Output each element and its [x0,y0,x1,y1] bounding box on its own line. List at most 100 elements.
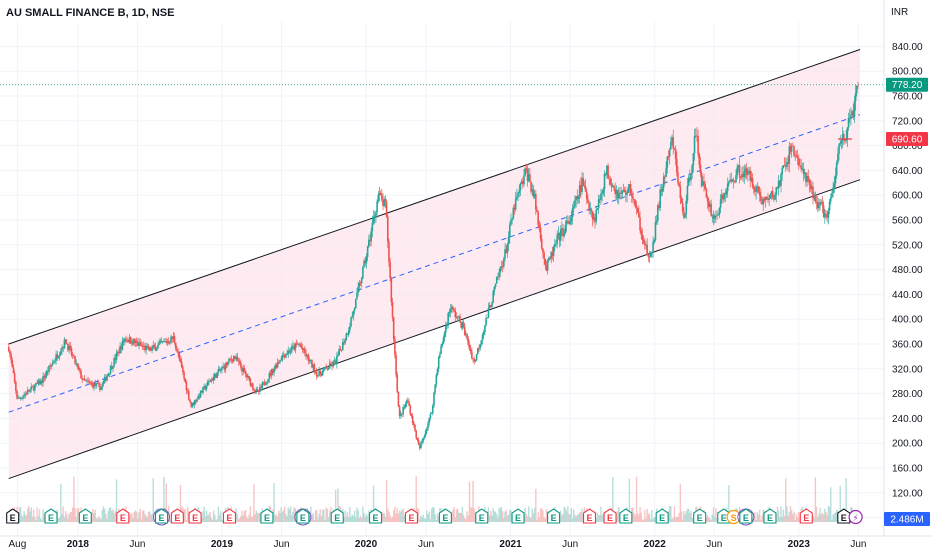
candle-body [302,348,305,350]
candle-body [352,310,355,317]
candle-body [715,215,717,217]
volume-bar [237,519,240,522]
candle-body [782,165,785,169]
candle-body [546,260,549,271]
candle-body [280,359,282,361]
candle-body [468,344,471,350]
volume-bar [581,508,583,522]
event-label: E [697,513,703,523]
candle-body [807,176,810,180]
candle-body [771,191,774,198]
candle-body [64,339,67,344]
candle-body [802,168,805,175]
volume-bar [678,513,680,522]
candle-body [831,193,833,198]
candle-body [553,244,556,247]
candle-body [484,325,486,333]
candle-body [716,215,718,217]
candle-body [404,404,407,407]
volume-bar [651,510,653,522]
candle-body [512,207,515,219]
volume-bar [539,508,542,522]
candle-body [9,350,11,355]
event-marker-up [763,508,777,524]
candle-body [416,437,419,440]
candle-body [7,347,10,351]
candle-body [238,361,241,363]
candle-body [458,316,460,318]
candle-body [680,198,683,204]
candle-body [76,363,79,366]
event-marker-flash [848,509,863,525]
volume-bar [467,515,470,522]
candle-body [479,343,481,349]
candle-body [301,347,304,350]
volume-bar [256,512,259,522]
candle-body [38,380,41,385]
volume-bar [401,510,403,522]
candle-body [707,201,710,208]
volume-bar [352,515,355,522]
volume-bar [205,510,208,522]
candle-body [305,353,307,357]
candle-body [197,395,200,400]
candle-body [50,365,53,367]
volume-bar [713,516,716,522]
volume-bar [107,511,109,522]
candle-body [735,175,737,183]
volume-tag-bg [884,512,930,526]
event-marker-up [717,508,731,524]
y-tick-label: 160.00 [892,464,923,475]
candle-body [649,253,652,257]
volume-bar [128,515,131,522]
candle-body [842,134,845,141]
candle-body [266,381,268,384]
event-marker-down [116,508,130,524]
candle-body [375,212,377,216]
volume-bar [821,512,824,522]
volume-bar [541,508,543,522]
volume-bar [452,509,454,522]
candle-body [538,224,541,228]
candle-body [249,378,252,386]
candle-body [31,386,34,388]
volume-bar [185,519,188,522]
candle-body [582,177,585,186]
volume-bar [350,517,352,522]
channel-layer [8,49,861,480]
candle-body [667,156,670,158]
candle-body [108,373,111,375]
volume-bar [639,506,641,522]
volume-bar [138,512,140,522]
candle-body [518,190,521,194]
volume-bar [282,509,285,522]
volume-bar [26,508,29,522]
candle-body [445,326,447,333]
candle-body [214,373,216,377]
volume-bar [94,509,96,522]
candle-body [825,213,827,215]
y-tick-label: 600.00 [892,191,923,202]
candle-body [315,371,318,377]
candle-body [254,390,256,392]
volume-bar [318,513,320,522]
candle-body [56,354,59,359]
volume-bar [812,515,814,522]
volume-bar [709,518,711,522]
candle-body [15,381,17,392]
candle-body [653,239,656,243]
x-tick-label: Jun [273,539,289,550]
volume-bar [66,514,68,522]
candle-body [595,209,598,222]
candle-body [793,146,795,156]
volume-bar [633,513,635,522]
volume-bar [568,513,570,522]
event-label: ⚡ [852,513,858,523]
volume-bar [507,514,510,522]
volume-bar [103,508,106,522]
volume-bar [670,506,672,522]
volume-bar [781,516,783,522]
volume-bar [580,511,582,522]
candle-body [250,383,253,386]
